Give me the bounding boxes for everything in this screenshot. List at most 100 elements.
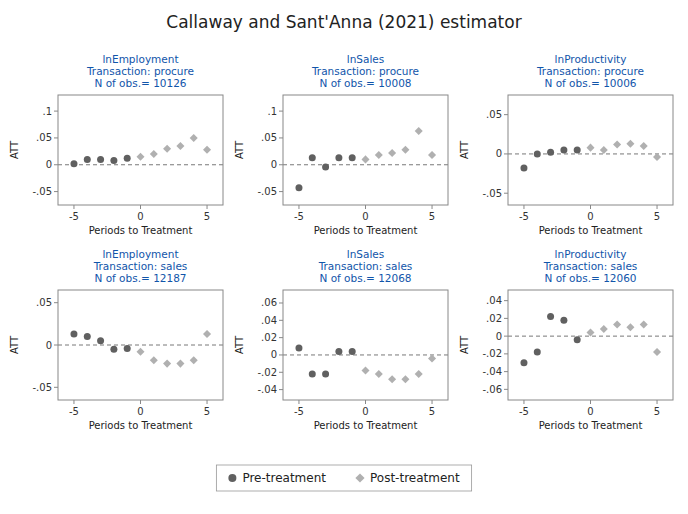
- point: [560, 147, 567, 154]
- main-title: Callaway and Sant'Anna (2021) estimator: [166, 12, 521, 32]
- y-tick-label: -.02: [257, 367, 277, 378]
- panel-title: lnEmploymentTransaction: procureN of obs…: [86, 53, 194, 89]
- y-tick-label: 0: [496, 148, 502, 159]
- x-tick: [298, 205, 299, 209]
- panel: lnProductivityTransaction: salesN of obs…: [459, 248, 673, 431]
- legend-marker: [355, 473, 364, 482]
- point: [335, 348, 342, 355]
- y-tick: [504, 300, 508, 301]
- point: [163, 360, 171, 368]
- y-tick: [279, 111, 283, 112]
- point: [97, 337, 104, 344]
- x-tick-label: 5: [654, 211, 660, 222]
- point: [388, 149, 396, 157]
- y-tick-label: 0: [271, 159, 277, 170]
- x-tick-label: 5: [204, 211, 210, 222]
- x-tick: [140, 400, 141, 404]
- point: [176, 360, 184, 368]
- x-tick: [590, 400, 591, 404]
- y-tick-label: .04: [261, 315, 277, 326]
- point: [388, 375, 396, 383]
- x-axis-label: Periods to Treatment: [314, 420, 418, 431]
- y-tick: [279, 320, 283, 321]
- point: [70, 160, 77, 167]
- y-tick-label: -.04: [482, 366, 502, 377]
- marks: [520, 313, 661, 366]
- background: [0, 0, 688, 514]
- x-tick-label: -5: [69, 211, 79, 222]
- point: [163, 145, 171, 153]
- point: [415, 127, 423, 135]
- y-tick-label: -.05: [32, 382, 52, 393]
- point: [653, 348, 661, 356]
- y-tick: [504, 371, 508, 372]
- point: [428, 151, 436, 159]
- point: [560, 317, 567, 324]
- plot-frame: [283, 95, 448, 205]
- point: [534, 349, 541, 356]
- y-tick-label: 0: [46, 159, 52, 170]
- x-tick-label: 5: [204, 406, 210, 417]
- point: [84, 333, 91, 340]
- y-tick: [504, 318, 508, 319]
- y-tick-label: .02: [486, 313, 502, 324]
- point: [203, 330, 211, 338]
- point: [375, 370, 383, 378]
- point: [190, 356, 198, 364]
- y-tick: [54, 345, 58, 346]
- x-tick: [365, 400, 366, 404]
- point: [640, 142, 648, 150]
- x-tick: [73, 400, 74, 404]
- legend-box: [216, 465, 471, 491]
- panel-title: lnSalesTransaction: procureN of obs.= 10…: [311, 53, 419, 89]
- x-tick-label: 5: [429, 211, 435, 222]
- point: [586, 329, 594, 337]
- legend-label: Post-treatment: [370, 471, 460, 485]
- panel-title: lnProductivityTransaction: procureN of o…: [536, 53, 644, 89]
- point: [600, 325, 608, 333]
- panel-title: lnProductivityTransaction: salesN of obs…: [543, 248, 638, 284]
- plot-frame: [508, 290, 673, 400]
- point: [361, 155, 369, 163]
- x-tick-label: -5: [294, 211, 304, 222]
- point: [375, 151, 383, 159]
- point: [613, 140, 621, 148]
- y-tick-label: .02: [261, 332, 277, 343]
- x-tick: [523, 205, 524, 209]
- point: [136, 153, 144, 161]
- point: [349, 348, 356, 355]
- panel: lnProductivityTransaction: procureN of o…: [459, 53, 673, 236]
- y-tick: [504, 389, 508, 390]
- point: [547, 149, 554, 156]
- panel: lnEmploymentTransaction: salesN of obs.=…: [9, 248, 223, 431]
- y-tick: [54, 137, 58, 138]
- point: [190, 134, 198, 142]
- point: [124, 155, 131, 162]
- point: [84, 156, 91, 163]
- y-tick: [504, 336, 508, 337]
- zero-line: [283, 354, 448, 355]
- plot-frame: [283, 290, 448, 400]
- point: [322, 371, 329, 378]
- legend-label: Pre-treatment: [242, 471, 326, 485]
- point: [124, 345, 131, 352]
- y-tick-label: -.06: [482, 384, 502, 395]
- point: [309, 154, 316, 161]
- point: [150, 150, 158, 158]
- y-tick: [279, 389, 283, 390]
- y-axis-label: ATT: [9, 140, 20, 159]
- x-tick-label: -5: [294, 406, 304, 417]
- panel: lnEmploymentTransaction: procureN of obs…: [9, 53, 223, 236]
- point: [401, 146, 409, 154]
- y-tick: [279, 354, 283, 355]
- point: [626, 140, 634, 148]
- x-tick: [590, 205, 591, 209]
- chart-root: Callaway and Sant'Anna (2021) estimator l…: [0, 0, 688, 514]
- y-tick: [504, 193, 508, 194]
- zero-line: [58, 345, 223, 346]
- point: [361, 367, 369, 375]
- y-tick-label: 0: [496, 331, 502, 342]
- point: [401, 375, 409, 383]
- point: [626, 323, 634, 331]
- panel: lnSalesTransaction: salesN of obs.= 1206…: [234, 248, 448, 431]
